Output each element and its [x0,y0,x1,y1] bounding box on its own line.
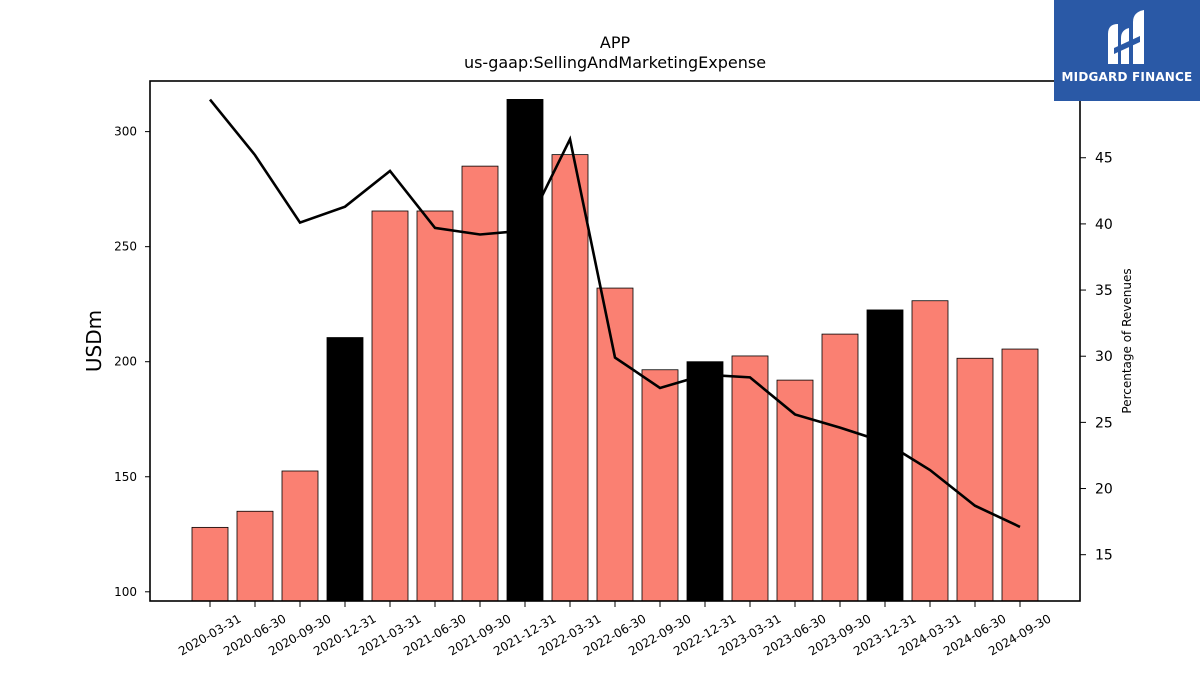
x-axis: 2020-03-312020-06-302020-09-302020-12-31… [176,601,1054,658]
bar-2021-06-30 [416,210,454,602]
y-tick-label: 300 [114,125,137,139]
bar-2021-12-31 [506,99,544,602]
midgard-logo-icon [1108,10,1144,64]
logo-text: MIDGARD FINANCE [1061,70,1193,84]
y2-axis-label: Percentage of Revenues [1120,268,1134,413]
y2-tick-label: 15 [1095,548,1113,564]
bar-2020-03-31 [191,526,229,602]
chart-subtitle: us-gaap:SellingAndMarketingExpense [464,53,766,72]
bar-2021-09-30 [461,165,499,602]
right-axis: 15 20 25 30 35 40 45 [1080,151,1113,564]
bar-2023-09-30 [821,333,859,602]
left-axis: 100 150 200 250 300 [114,125,150,599]
chart-title: APP [600,33,631,52]
bar-2024-03-31 [911,300,949,602]
bar-2023-03-31 [731,355,769,602]
y-tick-label: 200 [114,355,137,369]
percentage-line [208,98,1021,529]
bars-layer [191,99,1039,602]
y-axis-label: USDm [82,310,106,372]
y-tick-label: 250 [114,240,137,254]
y2-tick-label: 30 [1095,349,1113,365]
line-layer [208,98,1021,529]
bar-2022-03-31 [551,154,589,602]
bar-2024-09-30 [1001,348,1039,602]
y2-tick-label: 25 [1095,415,1113,431]
y2-tick-label: 20 [1095,482,1113,498]
bar-2023-12-31 [866,309,904,602]
midgard-finance-logo: MIDGARD FINANCE [1054,0,1200,101]
bar-2020-12-31 [326,337,364,602]
bar-2020-09-30 [281,470,319,602]
y2-tick-label: 45 [1095,151,1113,167]
bar-2020-06-30 [236,510,274,602]
bar-2021-03-31 [371,210,409,602]
y-tick-label: 100 [114,585,137,599]
bar-2022-09-30 [641,369,679,602]
y2-tick-label: 40 [1095,217,1113,233]
y2-tick-label: 35 [1095,283,1113,299]
bar-2024-06-30 [956,357,994,602]
bar-2022-06-30 [596,287,634,602]
bar-2022-12-31 [686,361,724,602]
y-tick-label: 150 [114,470,137,484]
